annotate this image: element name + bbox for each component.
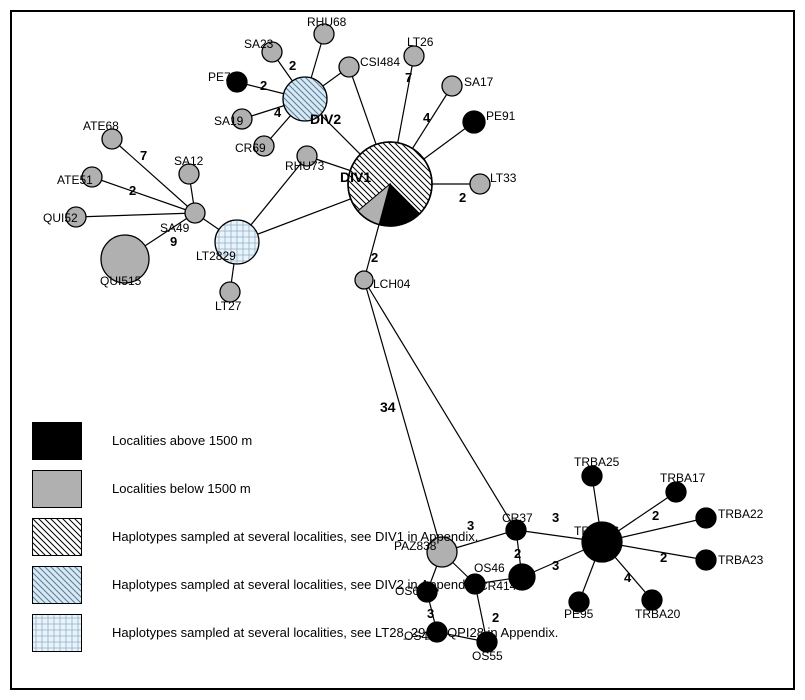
node [696, 508, 716, 528]
edge-weight-label: 4 [274, 105, 282, 120]
node-label: LT2829 [196, 249, 236, 263]
legend-label: Localities above 1500 m [112, 434, 252, 449]
edge-weight-label: 9 [170, 234, 177, 249]
legend-swatch-hatch [32, 518, 82, 556]
legend-row: Localities below 1500 m [32, 465, 558, 513]
node-label: QUI52 [43, 211, 78, 225]
node-label: SA19 [214, 114, 244, 128]
edge-weight-label: 4 [624, 570, 632, 585]
node-label: LCH04 [373, 277, 411, 291]
legend-row: Haplotypes sampled at several localities… [32, 561, 558, 609]
node-label: DIV2 [310, 111, 341, 127]
edge-weight-label: 7 [405, 70, 412, 85]
node-label: DIV1 [340, 169, 371, 185]
node-label: PE91 [486, 109, 516, 123]
edge-weight-label: 2 [660, 550, 667, 565]
node [355, 271, 373, 289]
node-label: LT26 [407, 35, 434, 49]
legend-label: Localities below 1500 m [112, 482, 251, 497]
node-label: TRBA20 [635, 607, 681, 621]
node [185, 203, 205, 223]
node-label: ATE68 [83, 119, 119, 133]
edge-weight-label: 2 [260, 78, 267, 93]
node [470, 174, 490, 194]
node-label: PE75 [208, 70, 238, 84]
node [463, 111, 485, 133]
node-label: TRBA23 [718, 553, 764, 567]
node-label: SA17 [464, 75, 494, 89]
node-label: CSI484 [360, 55, 400, 69]
legend-swatch-gray [32, 470, 82, 508]
edge-weight-label: 7 [140, 148, 147, 163]
node-label: CR69 [235, 141, 266, 155]
edge [92, 177, 195, 213]
legend-row: Localities above 1500 m [32, 417, 558, 465]
node-label: LT33 [490, 171, 517, 185]
edge-weight-label: 2 [371, 250, 378, 265]
node-label: RHU68 [307, 15, 347, 29]
edge [76, 213, 195, 217]
node-label: LT27 [215, 299, 242, 313]
node [339, 57, 359, 77]
edge-weight-label: 2 [459, 190, 466, 205]
legend: Localities above 1500 m Localities below… [32, 417, 558, 657]
legend-swatch-bluehatch [32, 566, 82, 604]
edge-weight-label: 2 [652, 508, 659, 523]
node-label: ATE51 [57, 173, 93, 187]
node [696, 550, 716, 570]
legend-swatch-cross [32, 614, 82, 652]
node [666, 482, 686, 502]
node-label: PE95 [564, 607, 594, 621]
node-label: TRBA22 [718, 507, 764, 521]
node [404, 46, 424, 66]
node-label: TRBA25 [574, 455, 620, 469]
node-label: QUI515 [100, 274, 142, 288]
legend-label: Haplotypes sampled at several localities… [112, 578, 478, 593]
node-label: SA49 [160, 221, 190, 235]
node [442, 76, 462, 96]
node-label: RHU73 [285, 159, 325, 173]
edge-weight-label: 2 [129, 183, 136, 198]
legend-row: Haplotypes sampled at several localities… [32, 513, 558, 561]
node-label: TRBA16 [574, 524, 620, 538]
edge-weight-label: 2 [289, 58, 296, 73]
legend-row: Haplotypes sampled at several localities… [32, 609, 558, 657]
legend-label: Haplotypes sampled at several localities… [112, 626, 558, 641]
edge-weight-label: 4 [423, 110, 431, 125]
node-label: SA23 [244, 37, 274, 51]
legend-label: Haplotypes sampled at several localities… [112, 530, 478, 545]
node-label: SA12 [174, 154, 204, 168]
edge-weight-label: 34 [380, 399, 396, 415]
node [582, 466, 602, 486]
node-label: TRBA17 [660, 471, 706, 485]
legend-swatch-black [32, 422, 82, 460]
